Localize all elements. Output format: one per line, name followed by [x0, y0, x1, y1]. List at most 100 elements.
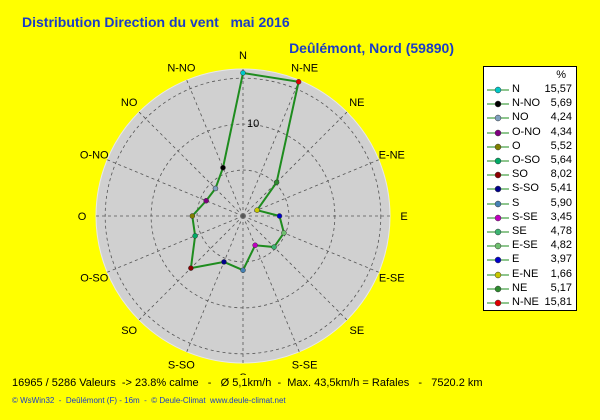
ring-label: 10 — [247, 118, 259, 130]
legend-marker-icon — [487, 200, 509, 207]
legend-value: 5,64 — [550, 154, 572, 166]
data-point — [271, 244, 277, 250]
data-point — [240, 267, 246, 273]
legend-direction: N — [512, 83, 520, 95]
legend-value: 1,66 — [550, 267, 572, 280]
legend-item: NE 5,17 — [484, 282, 578, 296]
legend-value: 5,17 — [550, 281, 572, 294]
legend-marker-icon — [487, 214, 509, 222]
data-point — [252, 242, 258, 249]
legend-direction: NO — [512, 111, 529, 124]
data-point — [221, 259, 227, 265]
legend-item: O 5,52 — [484, 140, 578, 154]
legend-item: S-SO 5,41 — [484, 182, 578, 196]
legend-value: 5,69 — [550, 97, 572, 110]
legend-item: O-NO 4,34 — [484, 126, 578, 140]
grid-spoke — [138, 111, 244, 217]
legend-marker-icon — [487, 100, 509, 108]
data-point — [203, 197, 209, 204]
legend-direction: E-SE — [512, 239, 538, 252]
direction-label: NO — [121, 97, 138, 109]
direction-label: O-SO — [80, 273, 109, 285]
grid-spoke — [186, 215, 244, 352]
legend-marker-icon — [487, 257, 509, 264]
grid-ring — [104, 77, 382, 355]
legend-marker-icon — [487, 228, 509, 236]
grid-spoke — [186, 80, 244, 217]
data-point — [273, 179, 280, 186]
grid-spoke — [242, 159, 379, 217]
direction-label: E — [400, 211, 407, 223]
grid-spoke — [107, 215, 244, 273]
direction-label: S-SO — [168, 360, 195, 372]
legend-direction: NE — [512, 281, 528, 294]
direction-label: N-NE — [291, 62, 318, 74]
legend-item: NO 4,24 — [484, 111, 578, 125]
legend-value: 5,90 — [550, 196, 572, 209]
direction-label: O-NO — [80, 149, 109, 161]
legend-direction: N-NO — [512, 97, 541, 110]
legend-marker-icon — [487, 299, 509, 307]
stats-footer: 16965 / 5286 Valeurs -> 23.8% calme - Ø … — [12, 377, 483, 389]
wind-rose-chart: 10 N N-NE NE E-NE E E-SE SE S-SE S S-SO SO O-SO O O-NO… — [78, 50, 408, 375]
grid-spoke — [242, 215, 348, 321]
legend-item: E 3,97 — [484, 253, 578, 267]
chart-title: Distribution Direction du vent mai 2016 — [22, 14, 290, 30]
data-point — [295, 79, 302, 85]
legend-value: 15,57 — [544, 83, 572, 95]
data-point — [212, 185, 219, 192]
data-point — [254, 207, 260, 213]
direction-label: SO — [121, 325, 137, 337]
grid-spoke — [242, 215, 300, 352]
direction-label: N — [239, 50, 247, 62]
legend-direction: SO — [512, 168, 528, 181]
legend-item: SE 4,78 — [484, 225, 578, 239]
legend-value: 4,82 — [550, 239, 572, 252]
legend-value: 3,97 — [550, 253, 572, 266]
legend-value: 5,41 — [550, 182, 572, 195]
legend-direction: O-NO — [512, 125, 541, 138]
data-point — [281, 230, 287, 236]
direction-label: SE — [350, 325, 365, 337]
legend-direction: SE — [512, 225, 527, 237]
legend-unit: % — [556, 69, 566, 81]
legend-item: SO 8,02 — [484, 168, 578, 182]
grid-ring — [196, 169, 290, 263]
legend-item: S 5,90 — [484, 197, 578, 211]
legend-marker-icon — [487, 171, 509, 179]
data-point — [189, 213, 196, 219]
legend-marker-icon — [487, 129, 509, 136]
legend-item: E-SE 4,82 — [484, 239, 578, 253]
legend-item: N-NE 15,81 — [484, 296, 578, 310]
legend-value: 4,78 — [550, 225, 572, 237]
legend-item: S-SE 3,45 — [484, 211, 578, 225]
legend-marker-icon — [487, 186, 509, 193]
legend-marker-icon — [487, 157, 509, 165]
data-point — [192, 233, 198, 239]
data-point — [188, 265, 194, 271]
legend-item: N 15,57 — [484, 83, 578, 97]
legend-value: 5,52 — [550, 139, 572, 152]
legend-direction: E — [512, 253, 520, 266]
legend-value: 8,02 — [550, 168, 572, 181]
data-point — [240, 70, 246, 76]
legend-value: 3,45 — [550, 210, 572, 223]
grid-spoke — [107, 159, 244, 217]
data-point — [276, 213, 283, 219]
chart-subtitle: Deûlémont, Nord (59890) — [289, 40, 454, 56]
legend: % N 15,57 N-NO 5,69 NO 4,24 O-NO 4,34 O 5,52 O-SO 5… — [483, 66, 577, 311]
direction-label: O — [78, 211, 87, 223]
direction-label: NE — [349, 97, 364, 109]
legend-marker-icon — [487, 143, 509, 151]
legend-item: N-NO 5,69 — [484, 97, 578, 111]
legend-marker-icon — [487, 86, 509, 94]
legend-marker-icon — [487, 285, 509, 293]
legend-direction: N-NE — [512, 296, 539, 308]
grid-spoke — [242, 215, 379, 273]
legend-direction: S — [512, 196, 520, 209]
legend-direction: S-SE — [512, 210, 538, 223]
legend-direction: O — [512, 139, 521, 152]
legend-direction: O-SO — [512, 154, 541, 166]
direction-label: S — [239, 372, 246, 375]
legend-item: O-SO 5,64 — [484, 154, 578, 168]
